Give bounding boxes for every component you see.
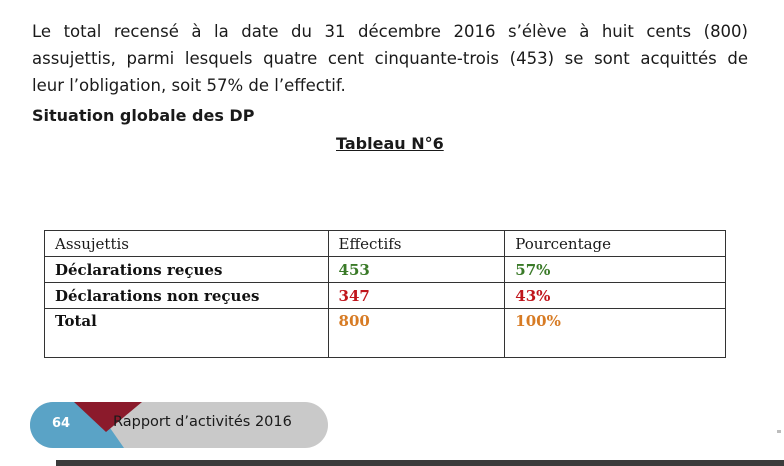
row-label: Déclarations reçues [44, 256, 329, 283]
intro-paragraph: Le total recensé à la date du 31 décembr… [32, 18, 748, 99]
paragraph-line-1: Le total recensé à la date du 31 décembr… [32, 22, 748, 41]
table-row: Déclarations reçues 453 57% [44, 256, 726, 283]
row-pourcentage: 43% [504, 282, 726, 309]
header-pourcentage: Pourcentage [504, 230, 726, 257]
header-effectifs: Effectifs [327, 230, 506, 257]
edge-mark [777, 430, 781, 433]
footer-red-shape [74, 402, 142, 432]
row-effectifs: 453 [327, 256, 506, 283]
bottom-rule [56, 460, 784, 466]
footer-blue-shape [30, 402, 124, 448]
page-footer: 64 Rapport d’activités 2016 [30, 402, 328, 448]
row-pourcentage: 57% [504, 256, 726, 283]
footer-ribbon-graphic [30, 402, 142, 448]
table-header-row: Assujettis Effectifs Pourcentage [44, 230, 726, 257]
row-effectifs: 347 [327, 282, 506, 309]
section-heading: Situation globale des DP [32, 106, 255, 125]
table-title: Tableau N°6 [336, 134, 444, 153]
row-pourcentage: 100% [504, 308, 726, 358]
row-label: Total [44, 308, 329, 358]
row-effectifs: 800 [327, 308, 506, 358]
table-row-total: Total 800 100% [44, 308, 726, 358]
table-row: Déclarations non reçues 347 43% [44, 282, 726, 309]
row-label: Déclarations non reçues [44, 282, 329, 309]
page-number: 64 [52, 416, 71, 431]
paragraph-line-2: assujettis, parmi lesquels quatre cent c… [32, 49, 748, 68]
footer-title: Rapport d’activités 2016 [113, 414, 292, 430]
summary-table: Assujettis Effectifs Pourcentage Déclara… [44, 230, 726, 358]
paragraph-line-3: leur l’obligation, soit 57% de l’effecti… [32, 76, 346, 95]
header-assujettis: Assujettis [44, 230, 329, 257]
